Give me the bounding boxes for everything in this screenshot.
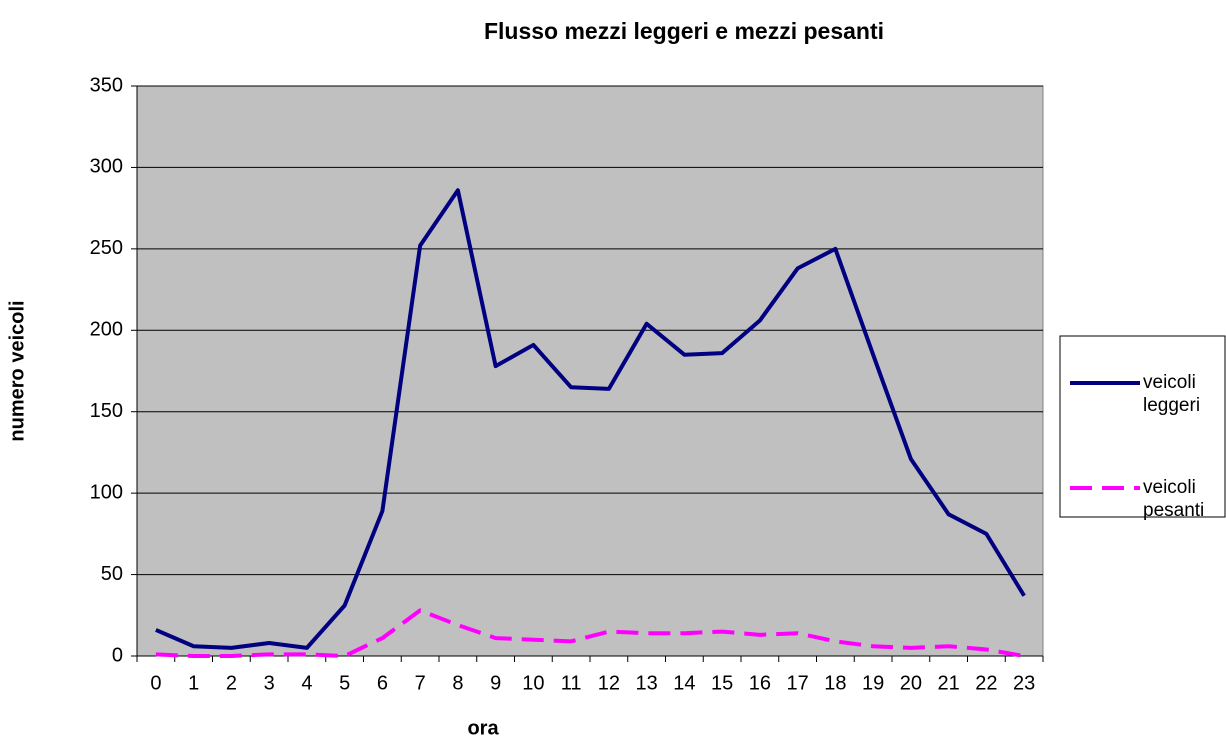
- y-tick-label: 300: [90, 156, 123, 178]
- x-tick-label: 5: [339, 672, 350, 694]
- x-tick-label: 1: [188, 672, 199, 694]
- x-tick-label: 8: [452, 672, 463, 694]
- y-tick-label: 150: [90, 400, 123, 422]
- y-axis-title: numero veicoli: [6, 300, 28, 441]
- x-tick-label: 21: [938, 672, 960, 694]
- chart-title: Flusso mezzi leggeri e mezzi pesanti: [484, 18, 884, 44]
- y-tick-label: 50: [101, 563, 123, 585]
- x-axis-title: ora: [467, 717, 499, 738]
- plot-area: [136, 85, 1044, 657]
- x-tick-label: 6: [377, 672, 388, 694]
- y-tick-label: 250: [90, 237, 123, 259]
- x-tick-label: 4: [301, 672, 312, 694]
- x-tick-label: 7: [415, 672, 426, 694]
- x-tick-label: 2: [226, 672, 237, 694]
- x-tick-label: 14: [673, 672, 695, 694]
- y-tick-label: 350: [90, 74, 123, 96]
- x-tick-label: 20: [900, 672, 922, 694]
- x-tick-label: 19: [862, 672, 884, 694]
- x-tick-label: 12: [598, 672, 620, 694]
- x-tick-label: 16: [749, 672, 771, 694]
- y-tick-label: 100: [90, 481, 123, 503]
- legend-label: veicoli leggeri: [1143, 372, 1201, 416]
- x-tick-label: 0: [150, 672, 161, 694]
- legend-label: veicoli pesanti: [1143, 477, 1205, 521]
- series-line: [155, 188, 1026, 650]
- x-tick-label: 23: [1013, 672, 1035, 694]
- x-tick-label: 17: [787, 672, 809, 694]
- x-tick-label: 15: [711, 672, 733, 694]
- y-tick-label: 200: [90, 319, 123, 341]
- x-tick-label: 18: [824, 672, 846, 694]
- x-tick-label: 3: [264, 672, 275, 694]
- x-tick-label: 13: [636, 672, 658, 694]
- series-line: [155, 608, 1025, 658]
- x-tick-label: 10: [522, 672, 544, 694]
- x-tick-label: 22: [975, 672, 997, 694]
- y-tick-label: 0: [112, 644, 123, 666]
- x-tick-label: 9: [490, 672, 501, 694]
- x-tick-label: 11: [561, 672, 582, 694]
